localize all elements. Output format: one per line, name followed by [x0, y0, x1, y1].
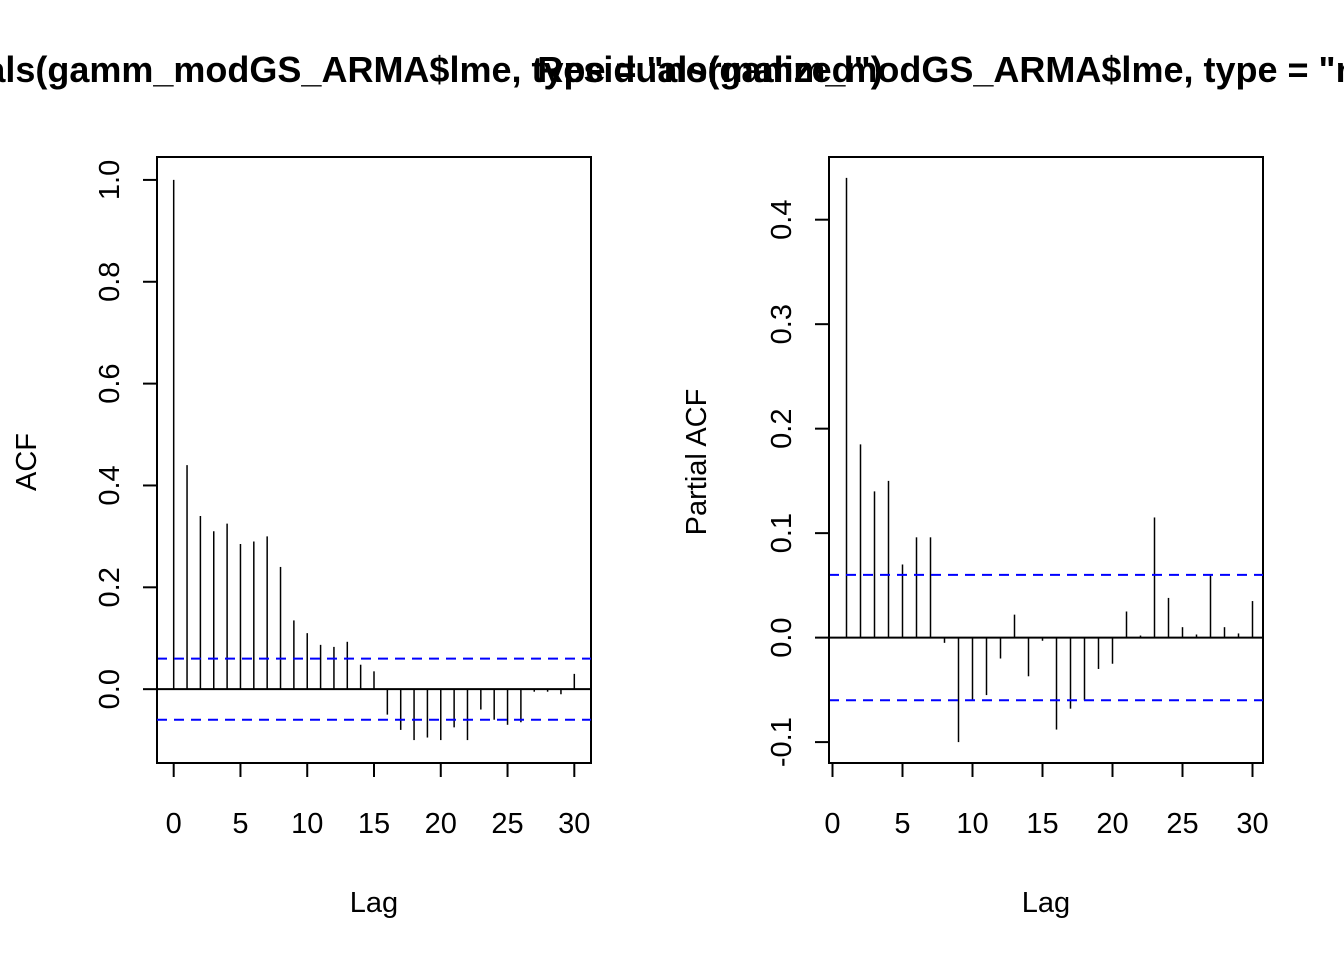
pacf-y-axis-label: Partial ACF [681, 389, 713, 536]
pacf-x-tick-label: 10 [956, 808, 988, 840]
acf-y-tick-label: 0.4 [94, 465, 126, 505]
acf-y-tick-label: 0.8 [94, 262, 126, 302]
pacf-y-tick-label: 0.1 [766, 513, 798, 553]
pacf-y-axis: -0.1 0.0 0.1 0.2 0.3 0.4 [766, 200, 830, 767]
pacf-y-tick-label: 0.2 [766, 408, 798, 448]
acf-x-axis: 0 5 10 15 20 25 30 [166, 762, 590, 840]
pacf-x-tick-label: 25 [1166, 808, 1198, 840]
pacf-confidence-band [829, 573, 1263, 702]
acf-bars [172, 179, 576, 741]
acf-x-tick-label: 30 [558, 808, 590, 840]
acf-y-axis: 0.0 0.2 0.4 0.6 0.8 1.0 [94, 160, 158, 709]
pacf-plot-frame [828, 156, 1264, 764]
pacf-bars [845, 177, 1254, 743]
acf-y-tick-label: 1.0 [94, 160, 126, 200]
acf-x-tick-label: 20 [425, 808, 457, 840]
pacf-panel: 0 5 10 15 20 25 30 -0.1 0.0 0.1 0.2 0.3 0.4 Lag Par… [681, 156, 1269, 919]
pacf-y-tick-label: 0.3 [766, 304, 798, 344]
pacf-x-axis: 0 5 10 15 20 25 30 [824, 762, 1269, 840]
pacf-y-tick-label: -0.1 [766, 717, 798, 767]
pacf-x-tick-label: 30 [1236, 808, 1268, 840]
acf-x-axis-label: Lag [350, 887, 398, 919]
acf-x-tick-label: 10 [291, 808, 323, 840]
acf-panel-title: Residuals(gamm_modGS_ARMA$lme, type = "n… [0, 49, 883, 90]
acf-x-tick-label: 5 [232, 808, 248, 840]
pacf-x-axis-label: Lag [1022, 887, 1070, 919]
pacf-x-tick-label: 5 [894, 808, 910, 840]
pacf-x-tick-label: 15 [1026, 808, 1058, 840]
pacf-x-tick-label: 20 [1096, 808, 1128, 840]
acf-y-tick-label: 0.0 [94, 669, 126, 709]
pacf-panel-title: Residuals(gamm_modGS_ARMA$lme, type = "n… [537, 49, 1344, 90]
acf-x-tick-label: 0 [166, 808, 182, 840]
pacf-y-tick-label: 0.0 [766, 617, 798, 657]
acf-y-axis-label: ACF [11, 433, 43, 491]
acf-panel: 0 5 10 15 20 25 30 0.0 0.2 0.4 0.6 0.8 1.0 Lag ACF [11, 156, 592, 919]
pacf-x-tick-label: 0 [824, 808, 840, 840]
pacf-y-tick-label: 0.4 [766, 200, 798, 240]
acf-y-tick-label: 0.2 [94, 567, 126, 607]
acf-confidence-band [157, 657, 591, 721]
acf-y-tick-label: 0.6 [94, 363, 126, 403]
acf-x-tick-label: 25 [491, 808, 523, 840]
acf-x-tick-label: 15 [358, 808, 390, 840]
